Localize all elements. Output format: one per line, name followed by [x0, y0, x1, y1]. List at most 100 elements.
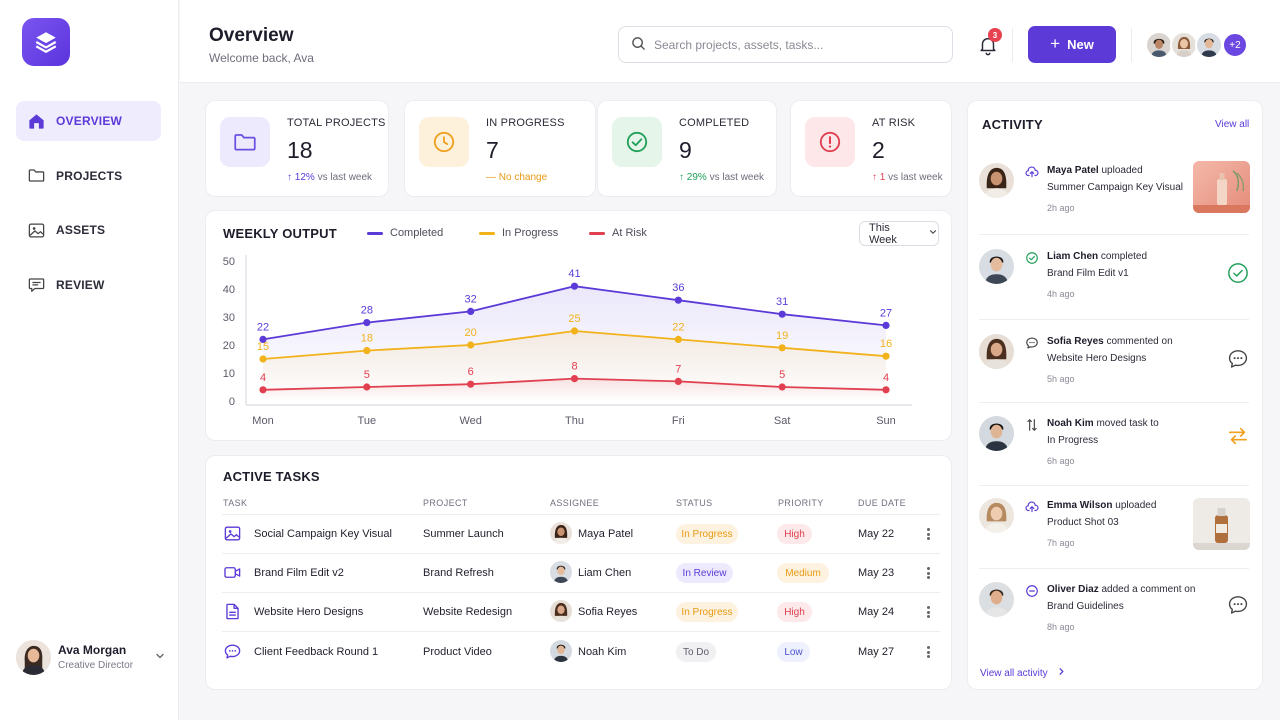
stat-label: AT RISK: [872, 117, 916, 129]
stat-change-text: vs last week: [709, 172, 765, 183]
check-circle-icon: [612, 117, 662, 167]
clock-icon: [419, 117, 469, 167]
activity-action: uploaded: [1101, 165, 1143, 176]
row-divider: [222, 631, 940, 632]
column-header-assignee[interactable]: ASSIGNEE: [550, 498, 600, 508]
more-options-icon[interactable]: [922, 644, 934, 660]
activity-user[interactable]: Emma Wilson: [1047, 500, 1113, 511]
activity-divider: [979, 568, 1249, 569]
activity-divider: [979, 319, 1249, 320]
activity-object[interactable]: Brand Film Edit v1: [1047, 268, 1129, 279]
task-due-date: May 23: [858, 567, 895, 579]
sidebar-item-assets[interactable]: ASSETS: [16, 210, 161, 250]
user-role: Creative Director: [58, 660, 134, 671]
stat-card-in-progress[interactable]: IN PROGRESS 7 — No change: [404, 100, 596, 197]
task-name[interactable]: Social Campaign Key Visual: [254, 528, 392, 540]
activity-user[interactable]: Sofia Reyes: [1047, 336, 1104, 347]
view-all-activity-label: View all activity: [980, 667, 1048, 679]
row-divider: [222, 592, 940, 593]
task-name[interactable]: Website Hero Designs: [254, 606, 364, 618]
activity-object[interactable]: Brand Guidelines: [1047, 601, 1124, 612]
more-options-icon[interactable]: [922, 565, 934, 581]
avatar: [979, 498, 1014, 533]
comment-icon: [26, 275, 46, 295]
search-box[interactable]: [618, 26, 953, 63]
search-input[interactable]: [654, 37, 924, 52]
task-assignee: Liam Chen: [578, 567, 632, 579]
avatar: [1170, 31, 1198, 59]
activity-user[interactable]: Liam Chen: [1047, 251, 1099, 262]
user-profile[interactable]: Ava Morgan Creative Director: [16, 639, 166, 675]
sidebar-item-projects[interactable]: PROJECTS: [16, 156, 161, 196]
more-members-badge[interactable]: +2: [1222, 32, 1248, 58]
activity-user[interactable]: Oliver Diaz: [1047, 584, 1099, 595]
avatar: [16, 639, 51, 675]
chevron-down-icon[interactable]: [154, 650, 166, 665]
dash-icon: —: [486, 172, 496, 183]
task-name[interactable]: Client Feedback Round 1: [254, 646, 379, 658]
check-circle-icon: [1227, 262, 1249, 287]
asset-thumbnail[interactable]: [1193, 498, 1250, 550]
stat-change: ↑ 12% vs last week: [287, 172, 372, 183]
sidebar-item-overview[interactable]: OVERVIEW: [16, 101, 161, 141]
activity-time: 4h ago: [1047, 289, 1075, 299]
more-options-icon[interactable]: [922, 604, 934, 620]
legend-swatch: [479, 231, 495, 235]
stat-card-at-risk[interactable]: AT RISK 2 ↑ 1 vs last week: [790, 100, 952, 197]
activity-time: 6h ago: [1047, 456, 1075, 466]
upload-icon: [1025, 165, 1039, 179]
view-all-link[interactable]: View all: [1215, 119, 1250, 130]
column-header-status[interactable]: STATUS: [676, 498, 713, 508]
stat-change-value: 12%: [294, 172, 315, 183]
column-header-priority[interactable]: PRIORITY: [778, 498, 824, 508]
legend-at-risk[interactable]: At Risk: [589, 227, 647, 239]
column-header-due-date[interactable]: DUE DATE: [858, 498, 907, 508]
legend-in-progress[interactable]: In Progress: [479, 227, 558, 239]
priority-badge: High: [777, 524, 812, 544]
task-assignee: Noah Kim: [578, 646, 627, 658]
period-select[interactable]: This Week: [859, 221, 939, 246]
activity-divider: [979, 485, 1249, 486]
page-subtitle: Welcome back, Ava: [209, 51, 314, 65]
priority-badge: Low: [777, 642, 810, 662]
activity-item[interactable]: Emma Wilson uploaded Product Shot 03 7h …: [979, 498, 1250, 558]
activity-object[interactable]: Product Shot 03: [1047, 517, 1119, 528]
activity-item[interactable]: Noah Kim moved task to In Progress 6h ag…: [979, 416, 1250, 476]
column-header-task[interactable]: TASK: [223, 498, 248, 508]
avatar: [979, 582, 1014, 617]
task-name[interactable]: Brand Film Edit v2: [254, 567, 344, 579]
legend-swatch: [367, 231, 383, 235]
document-icon: [223, 602, 243, 622]
column-header-project[interactable]: PROJECT: [423, 498, 468, 508]
new-button[interactable]: + New: [1028, 26, 1116, 63]
stat-change-text: vs last week: [888, 172, 943, 183]
legend-completed[interactable]: Completed: [367, 227, 443, 239]
more-options-icon[interactable]: [922, 526, 934, 542]
sidebar-item-label: ASSETS: [56, 223, 106, 237]
legend-label: In Progress: [502, 227, 559, 239]
view-all-activity-link[interactable]: View all activity: [980, 667, 1066, 679]
activity-item[interactable]: Oliver Diaz added a comment on Brand Gui…: [979, 582, 1250, 642]
row-divider: [222, 553, 940, 554]
activity-item[interactable]: Sofia Reyes commented on Website Hero De…: [979, 334, 1250, 394]
activity-object[interactable]: Website Hero Designs: [1047, 353, 1147, 364]
activity-object[interactable]: In Progress: [1047, 435, 1099, 446]
divider: [1131, 28, 1132, 62]
alert-circle-icon: [805, 117, 855, 167]
asset-thumbnail[interactable]: [1193, 161, 1250, 213]
avatar: [979, 416, 1014, 451]
arrow-up-icon: ↑: [287, 172, 292, 183]
activity-user[interactable]: Maya Patel: [1047, 165, 1099, 176]
app-logo[interactable]: [22, 18, 70, 66]
stat-card-completed[interactable]: COMPLETED 9 ↑ 29% vs last week: [597, 100, 777, 197]
activity-item[interactable]: Liam Chen completed Brand Film Edit v1 4…: [979, 249, 1250, 309]
activity-time: 7h ago: [1047, 538, 1075, 548]
activity-user[interactable]: Noah Kim: [1047, 418, 1094, 429]
activity-object[interactable]: Summer Campaign Key Visual: [1047, 182, 1183, 193]
team-avatars[interactable]: +2: [1145, 31, 1248, 59]
activity-item[interactable]: Maya Patel uploaded Summer Campaign Key …: [979, 163, 1250, 223]
stat-card-total-projects[interactable]: TOTAL PROJECTS 18 ↑ 12% vs last week: [205, 100, 389, 197]
divider: [1012, 28, 1013, 62]
task-due-date: May 27: [858, 646, 895, 658]
sidebar-item-review[interactable]: REVIEW: [16, 265, 161, 305]
